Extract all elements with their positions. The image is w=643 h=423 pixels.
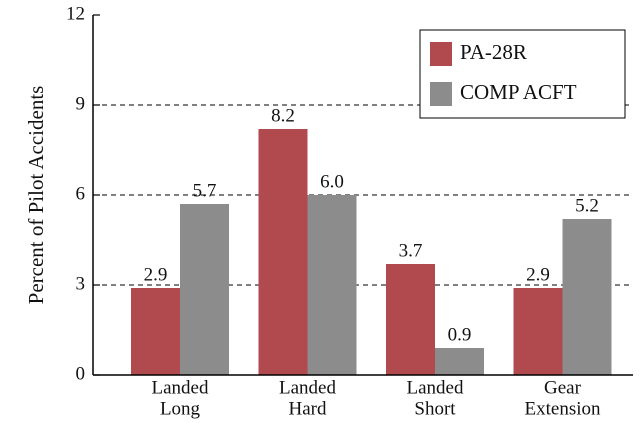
legend-label: COMP ACFT: [460, 80, 577, 104]
legend-label: PA-28R: [460, 40, 527, 64]
bar: [258, 129, 308, 375]
value-label: 5.7: [193, 180, 217, 201]
legend-swatch: [430, 42, 452, 66]
bar: [513, 288, 563, 375]
bar: [180, 204, 229, 375]
value-label: 2.9: [526, 264, 550, 285]
x-tick-label: Landed: [152, 377, 209, 398]
value-label: 0.9: [448, 324, 472, 345]
value-label: 6.0: [320, 171, 344, 192]
value-label: 5.2: [575, 195, 599, 216]
bar: [562, 219, 612, 375]
value-label: 8.2: [271, 105, 295, 126]
y-tick-label: 0: [76, 363, 86, 384]
x-tick-label: Landed: [407, 377, 464, 398]
bar: [386, 264, 435, 375]
y-tick-label: 6: [76, 183, 86, 204]
bar: [131, 288, 180, 375]
y-axis-label: Percent of Pilot Accidents: [24, 86, 48, 305]
y-tick-label: 3: [76, 273, 86, 294]
x-tick-label: Short: [414, 398, 456, 419]
y-tick-label: 12: [66, 3, 85, 24]
bar: [307, 195, 357, 375]
x-tick-label: Hard: [289, 398, 327, 419]
bar: [435, 348, 484, 375]
x-tick-label: Gear: [544, 377, 582, 398]
value-label: 3.7: [399, 240, 423, 261]
x-tick-label: Long: [160, 398, 201, 419]
y-tick-label: 9: [76, 93, 86, 114]
x-tick-label: Extension: [525, 398, 601, 419]
legend-box: [419, 29, 626, 119]
legend-swatch: [430, 82, 452, 106]
x-tick-label: Landed: [279, 377, 336, 398]
value-label: 2.9: [144, 264, 168, 285]
